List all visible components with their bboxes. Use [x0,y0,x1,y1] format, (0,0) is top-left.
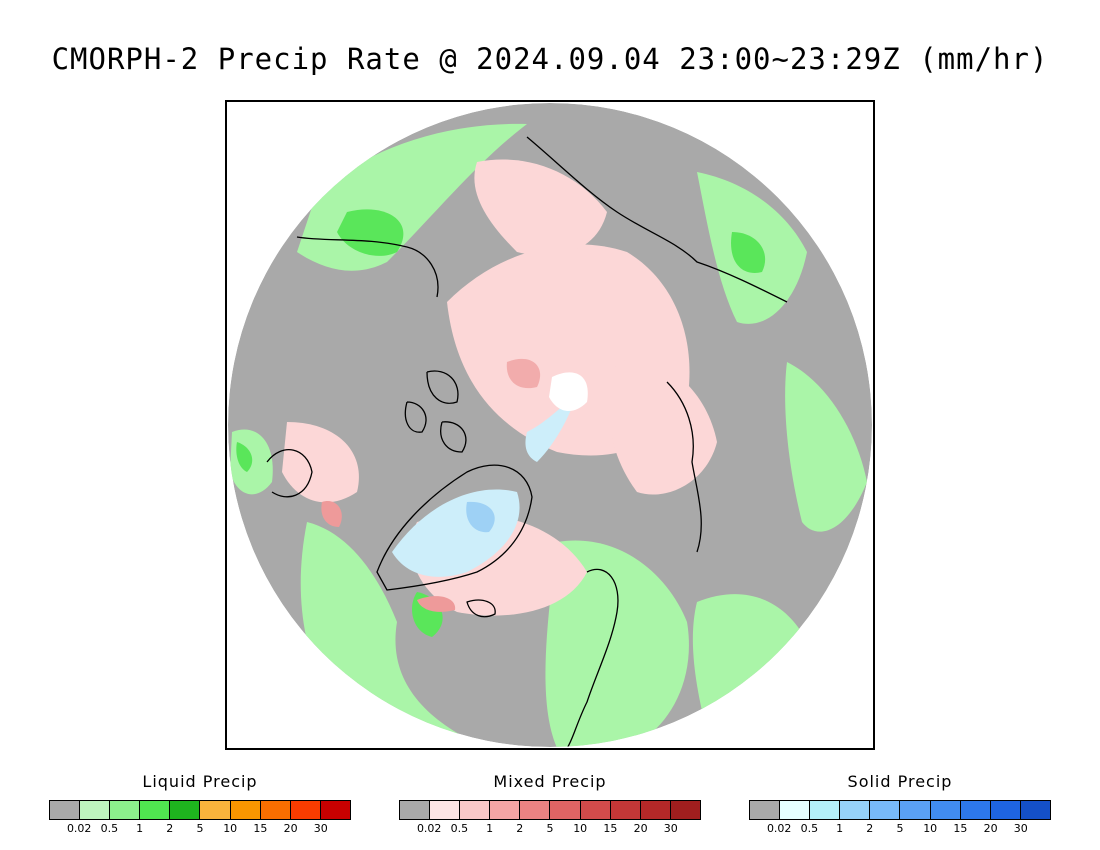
legend-tick-mixed-2: 1 [486,822,494,835]
legend-ticks-liquid: 0.02 0.5 1 2 5 10 15 20 30 [49,822,351,836]
legend-ticks-solid: 0.02 0.5 1 2 5 10 15 20 30 [749,822,1051,836]
legend-tick-solid-4: 5 [896,822,904,835]
legend-swatch-liquid-4 [170,801,201,819]
legend-swatch-solid-1 [780,801,811,819]
legend-tick-mixed-8: 30 [663,822,678,835]
mixed-region-intense-iceland [417,596,456,612]
legend-swatch-mixed-2 [460,801,491,819]
coast-canadian-archipelago [404,370,467,453]
legend-swatch-solid-3 [840,801,871,819]
liquid-region-southeast [692,594,807,732]
liquid-region-scandinavia [545,540,689,747]
legend-swatch-liquid-8 [290,801,321,819]
legend-swatch-liquid-5 [200,801,231,819]
mixed-region-canada [282,422,359,503]
legend-swatch-mixed-5 [550,801,581,819]
coast-greenland [376,464,533,591]
legend-tick-liquid-1: 0.5 [100,822,119,835]
liquid-region-northwest-core [337,209,404,256]
legend-tick-liquid-8: 30 [313,822,328,835]
legend-swatch-liquid-3 [140,801,171,819]
legend-bar-mixed [399,800,701,820]
legend-swatch-solid-2 [810,801,841,819]
legend-swatch-solid-0 [750,801,781,819]
legend-swatch-liquid-6 [230,801,261,819]
map-title: CMORPH-2 Precip Rate @ 2024.09.04 23:00~… [51,42,1049,76]
legend-swatch-solid-4 [870,801,901,819]
liquid-region-east [785,362,867,532]
legend-tick-liquid-5: 10 [223,822,238,835]
legend-tick-solid-5: 10 [923,822,938,835]
legend-tick-solid-8: 30 [1013,822,1028,835]
legend-tick-solid-0: 0.02 [766,822,792,835]
legend-tick-solid-7: 20 [983,822,998,835]
polar-precip-map [225,100,875,750]
legend-title-mixed: Mixed Precip [493,772,607,791]
legend-solid: Solid Precip 0.02 0.5 1 2 5 10 15 20 30 [749,772,1051,836]
legend-swatch-liquid-0 [50,801,81,819]
legend-swatch-solid-6 [930,801,961,819]
legend-tick-liquid-0: 0.02 [66,822,92,835]
legend-swatch-liquid-1 [80,801,111,819]
legend-tick-solid-6: 15 [953,822,968,835]
mixed-region-siberia [474,159,607,256]
legend-tick-solid-1: 0.5 [800,822,819,835]
legend-swatch-mixed-8 [640,801,671,819]
legend-swatch-mixed-6 [580,801,611,819]
legend-swatch-solid-5 [900,801,931,819]
legend-tick-liquid-2: 1 [136,822,144,835]
legend-title-liquid: Liquid Precip [142,772,258,791]
legend-bar-liquid [49,800,351,820]
legend-swatch-solid-9 [1020,801,1050,819]
mixed-region-eurasia [608,360,717,495]
legend-bar-solid [749,800,1051,820]
coast-scandinavia [566,568,619,747]
coast-eurasia-east [666,381,702,553]
legend-swatch-mixed-3 [490,801,521,819]
coast-alaska [296,236,439,298]
legend-tick-mixed-7: 20 [633,822,648,835]
legend-tick-solid-3: 2 [866,822,874,835]
solid-region-pole-white [549,372,588,412]
legend-tick-mixed-6: 15 [603,822,618,835]
legend-swatch-liquid-2 [110,801,141,819]
coastlines [266,136,788,747]
legend-swatch-solid-8 [990,801,1021,819]
mixed-region-intense-pole [506,358,541,389]
legend-swatch-mixed-4 [520,801,551,819]
legend-swatch-mixed-0 [400,801,431,819]
liquid-region-west-core [236,442,253,472]
precip-regions [230,123,867,747]
legend-tick-mixed-3: 2 [516,822,524,835]
legend-mixed: Mixed Precip 0.02 0.5 1 2 5 10 15 20 30 [399,772,701,836]
map-canvas [227,102,873,748]
liquid-region-northeast-core [731,232,766,273]
legend-tick-mixed-1: 0.5 [450,822,469,835]
legend-swatch-mixed-7 [610,801,641,819]
legend-liquid: Liquid Precip 0.02 0.5 1 2 5 10 15 20 30 [49,772,351,836]
legend-tick-liquid-3: 2 [166,822,174,835]
legend-swatch-mixed-1 [430,801,461,819]
legend-swatch-mixed-9 [670,801,700,819]
legend-swatch-liquid-9 [320,801,350,819]
coast-iceland [466,599,496,618]
mixed-region-intense-baffin [321,501,342,527]
legend-tick-mixed-0: 0.02 [416,822,442,835]
legend-tick-liquid-7: 20 [283,822,298,835]
legend-tick-mixed-5: 10 [573,822,588,835]
legend-swatch-liquid-7 [260,801,291,819]
coast-siberia [526,136,788,303]
solid-region-greenland-core [466,501,495,533]
legend-tick-liquid-6: 15 [253,822,268,835]
legend-ticks-mixed: 0.02 0.5 1 2 5 10 15 20 30 [399,822,701,836]
legend-tick-solid-2: 1 [836,822,844,835]
legend-swatch-solid-7 [960,801,991,819]
coast-hudson-bay [266,449,313,498]
legend-tick-mixed-4: 5 [546,822,554,835]
legend-tick-liquid-4: 5 [196,822,204,835]
legend-title-solid: Solid Precip [847,772,953,791]
